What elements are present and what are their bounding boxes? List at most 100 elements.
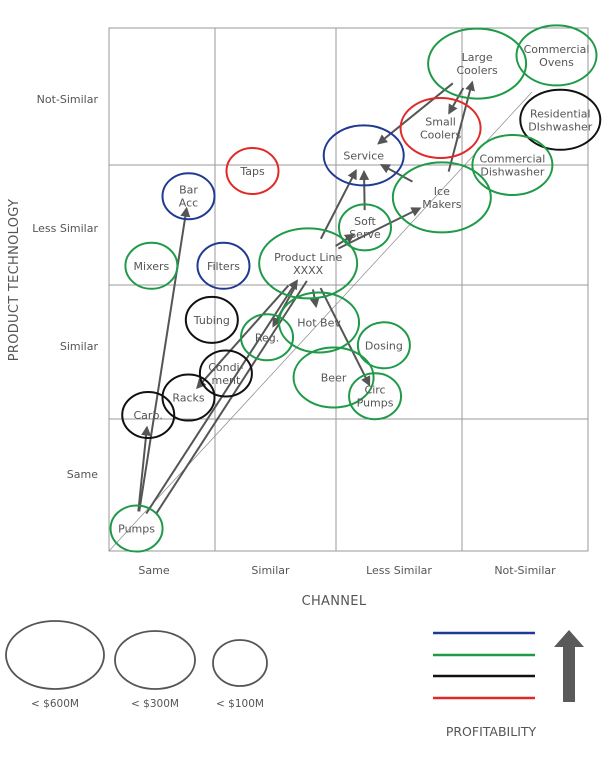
bubble-condiment: Condi-ment <box>198 349 253 398</box>
bubble-label: Coolers <box>457 64 498 77</box>
bubble-label: ment <box>211 374 240 387</box>
diagonal-reference-line <box>108 91 533 552</box>
bubble-label: DIshwasher <box>528 120 593 133</box>
bubble-label: Ice <box>434 185 450 198</box>
arrow-pumps-to-bar_acc <box>138 206 191 512</box>
profitability-title: PROFITABILITY <box>446 724 537 739</box>
bubble-outline <box>356 321 411 370</box>
bubble-taps: Taps <box>225 147 280 195</box>
x-tick-label: Similar <box>251 564 290 577</box>
grid <box>108 27 589 552</box>
bubble-label: Pumps <box>357 397 394 410</box>
arrow-pumps-to-carb <box>137 425 152 512</box>
bubble-service: Service <box>322 124 405 187</box>
arrow-product_line-to-circ_pumps <box>319 287 371 387</box>
bubble-label: Makers <box>422 198 461 211</box>
bubble-outline <box>198 349 253 398</box>
y-tick-label: Less Similar <box>32 222 98 235</box>
size-legend-label: < $100M <box>216 698 264 710</box>
bubble-outline <box>109 504 164 553</box>
bubble-outline <box>184 295 239 344</box>
bubble-label: Mixers <box>134 260 170 273</box>
bubble-outline <box>519 88 602 151</box>
bubble-outline <box>258 227 359 300</box>
x-tick-label: Same <box>138 564 169 577</box>
arrow-product_line-to-ice_makers <box>337 207 422 250</box>
bubble-label: Ovens <box>539 56 574 69</box>
bubble-hot-bev: Hot Bev <box>278 291 361 354</box>
bubble-filters: Filters <box>196 241 251 290</box>
bubble-label: Racks <box>172 392 205 405</box>
bubble-outline <box>391 161 492 234</box>
bubble-label: Taps <box>239 165 265 178</box>
arrow-pumps-to-product_line <box>155 280 308 515</box>
bubble-outline <box>427 27 528 100</box>
size-legend-ellipse <box>212 639 268 687</box>
bubble-beer: Beer <box>292 346 375 409</box>
bubble-label: Circ <box>365 384 386 397</box>
bubble-pumps: Pumps <box>109 504 164 553</box>
bubble-label: XXXX <box>293 264 324 277</box>
bubble-reg: Reg. <box>240 313 295 362</box>
bubble-label: Condi- <box>208 361 243 374</box>
x-tick-label: Not-Similar <box>494 564 556 577</box>
size-legend-medium: < $300M <box>114 630 196 710</box>
size-legend-ellipse <box>114 630 196 690</box>
bubble-label: Service <box>343 149 384 162</box>
bubble-outline <box>124 241 179 290</box>
bubble-label: Small <box>425 116 456 129</box>
bubble-label: Pumps <box>118 523 155 536</box>
bubble-outline <box>161 373 216 422</box>
bubble-label: Residential <box>530 107 591 120</box>
bubble-label: Dishwasher <box>480 166 544 179</box>
bubble-label: Carb. <box>134 409 163 422</box>
bubble-label: Commercial <box>524 43 590 56</box>
x-axis-title: CHANNEL <box>302 594 367 609</box>
x-tick-label: Less Similar <box>366 564 432 577</box>
size-legend-ellipse <box>5 620 105 690</box>
arrow-product_line-to-racks <box>196 284 290 390</box>
bubble-outline <box>278 291 361 354</box>
bubble-outline <box>292 346 375 409</box>
size-legend-large: < $600M <box>5 620 105 710</box>
bubble-label: Coolers <box>420 129 461 142</box>
bubble-label: Product Line <box>274 251 342 264</box>
bubble-outline <box>240 313 295 362</box>
bubble-outline <box>161 172 216 221</box>
bubble-outline <box>515 24 598 87</box>
bubble-label: Acc <box>179 197 198 210</box>
arrow-pumps-to-product_line <box>145 279 298 515</box>
bubble-label: Reg. <box>255 331 279 344</box>
bubble-outline <box>196 241 251 290</box>
y-tick-label: Similar <box>60 340 99 353</box>
bubble-label: Commercial <box>480 153 546 166</box>
bubble-outline <box>399 97 482 160</box>
profitability-up-arrow-icon <box>554 630 584 702</box>
bubble-outline <box>348 372 403 421</box>
bubble-label: Hot Bev <box>297 317 341 330</box>
bubble-label: Beer <box>321 371 347 384</box>
bubble-mixers: Mixers <box>124 241 179 290</box>
bubble-label: Tubing <box>193 314 230 327</box>
bubbles: LargeCoolersCommercialOvensResidentialDI… <box>109 24 602 553</box>
bubble-outline <box>337 203 392 252</box>
bubble-outline <box>322 124 405 187</box>
bubble-racks: Racks <box>161 373 216 422</box>
bubble-label: Soft <box>354 215 376 228</box>
bubble-label: Filters <box>207 260 240 273</box>
bubble-outline <box>121 390 176 439</box>
bubble-tubing: Tubing <box>184 295 239 344</box>
bubble-label: Bar <box>179 184 198 197</box>
size-legend-small: < $100M <box>212 639 268 710</box>
y-tick-label: Same <box>67 468 98 481</box>
size-legend-label: < $600M <box>31 698 79 710</box>
